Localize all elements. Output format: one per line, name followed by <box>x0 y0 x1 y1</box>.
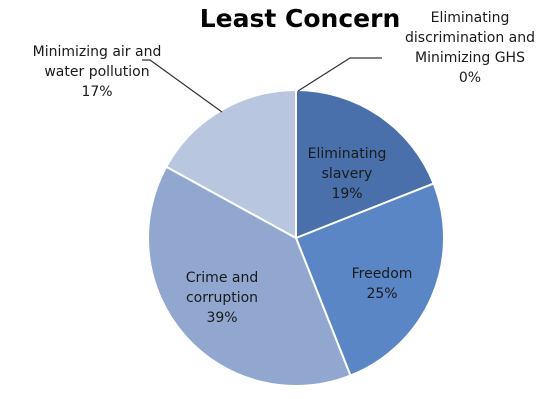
data-label-eliminating-discrimination-and-minimizing-ghs: Eliminating discrimination and Minimizing … <box>405 10 535 86</box>
pie-slice-eliminating-slavery <box>295 88 435 240</box>
chart-title: Least Concern <box>200 4 401 33</box>
data-label-minimizing-air-and-water-pollution: Minimizing air and water pollution 17% <box>33 44 162 100</box>
slice-labels: Eliminating discrimination and Minimizing … <box>33 10 535 326</box>
data-label-freedom: Freedom 25% <box>352 266 413 302</box>
leader-line-minimizing-air-and-water-pollution <box>142 59 223 113</box>
pie-slices <box>147 88 445 387</box>
data-label-crime-and-corruption: Crime and corruption 39% <box>186 270 258 326</box>
leader-line-eliminating-discrimination-and-minimizing-ghs <box>297 57 382 92</box>
pie-slice-freedom <box>294 182 445 377</box>
data-label-eliminating-slavery: Eliminating slavery 19% <box>308 146 387 202</box>
leader-lines <box>142 57 382 113</box>
pie-slice-crime-and-corruption <box>147 165 352 387</box>
